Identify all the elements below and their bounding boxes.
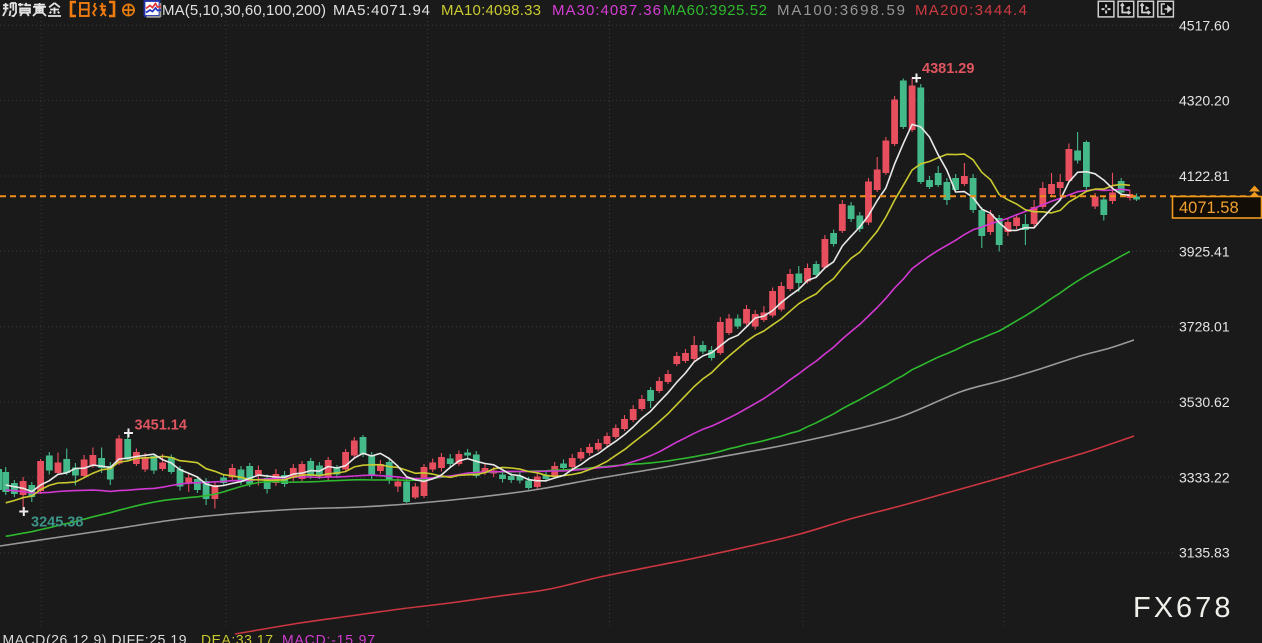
svg-text:MA200:3444.4: MA200:3444.4: [915, 2, 1027, 19]
svg-text:MA100:3698.59: MA100:3698.59: [777, 2, 905, 19]
svg-text:FX678: FX678: [1133, 592, 1233, 624]
svg-text:4517.60: 4517.60: [1179, 17, 1230, 33]
svg-text:4320.20: 4320.20: [1179, 93, 1230, 109]
svg-text:MA(5,10,30,60,100,200): MA(5,10,30,60,100,200): [162, 2, 326, 19]
svg-text:3135.83: 3135.83: [1179, 545, 1230, 561]
svg-text:3333.22: 3333.22: [1179, 469, 1230, 485]
svg-text:MA10:4098.33: MA10:4098.33: [441, 2, 541, 19]
svg-text:MA30:4087.36: MA30:4087.36: [552, 2, 661, 19]
svg-text:DEA:33.17: DEA:33.17: [201, 632, 273, 643]
svg-text:3245.38: 3245.38: [31, 515, 83, 531]
svg-text:3728.01: 3728.01: [1179, 319, 1230, 335]
svg-text:MACD(26,12,9) DIFF:25.19: MACD(26,12,9) DIFF:25.19: [3, 632, 187, 643]
svg-text:MACD:-15.97: MACD:-15.97: [282, 632, 375, 643]
svg-text:4381.29: 4381.29: [922, 61, 974, 77]
svg-text:MA5:4071.94: MA5:4071.94: [333, 2, 430, 19]
svg-text:4122.81: 4122.81: [1179, 168, 1230, 184]
svg-text:MA60:3925.52: MA60:3925.52: [663, 2, 767, 19]
svg-text:4071.58: 4071.58: [1179, 199, 1239, 217]
svg-text:3530.62: 3530.62: [1179, 394, 1230, 410]
svg-text:3451.14: 3451.14: [135, 418, 187, 434]
svg-text:3925.41: 3925.41: [1179, 243, 1230, 259]
